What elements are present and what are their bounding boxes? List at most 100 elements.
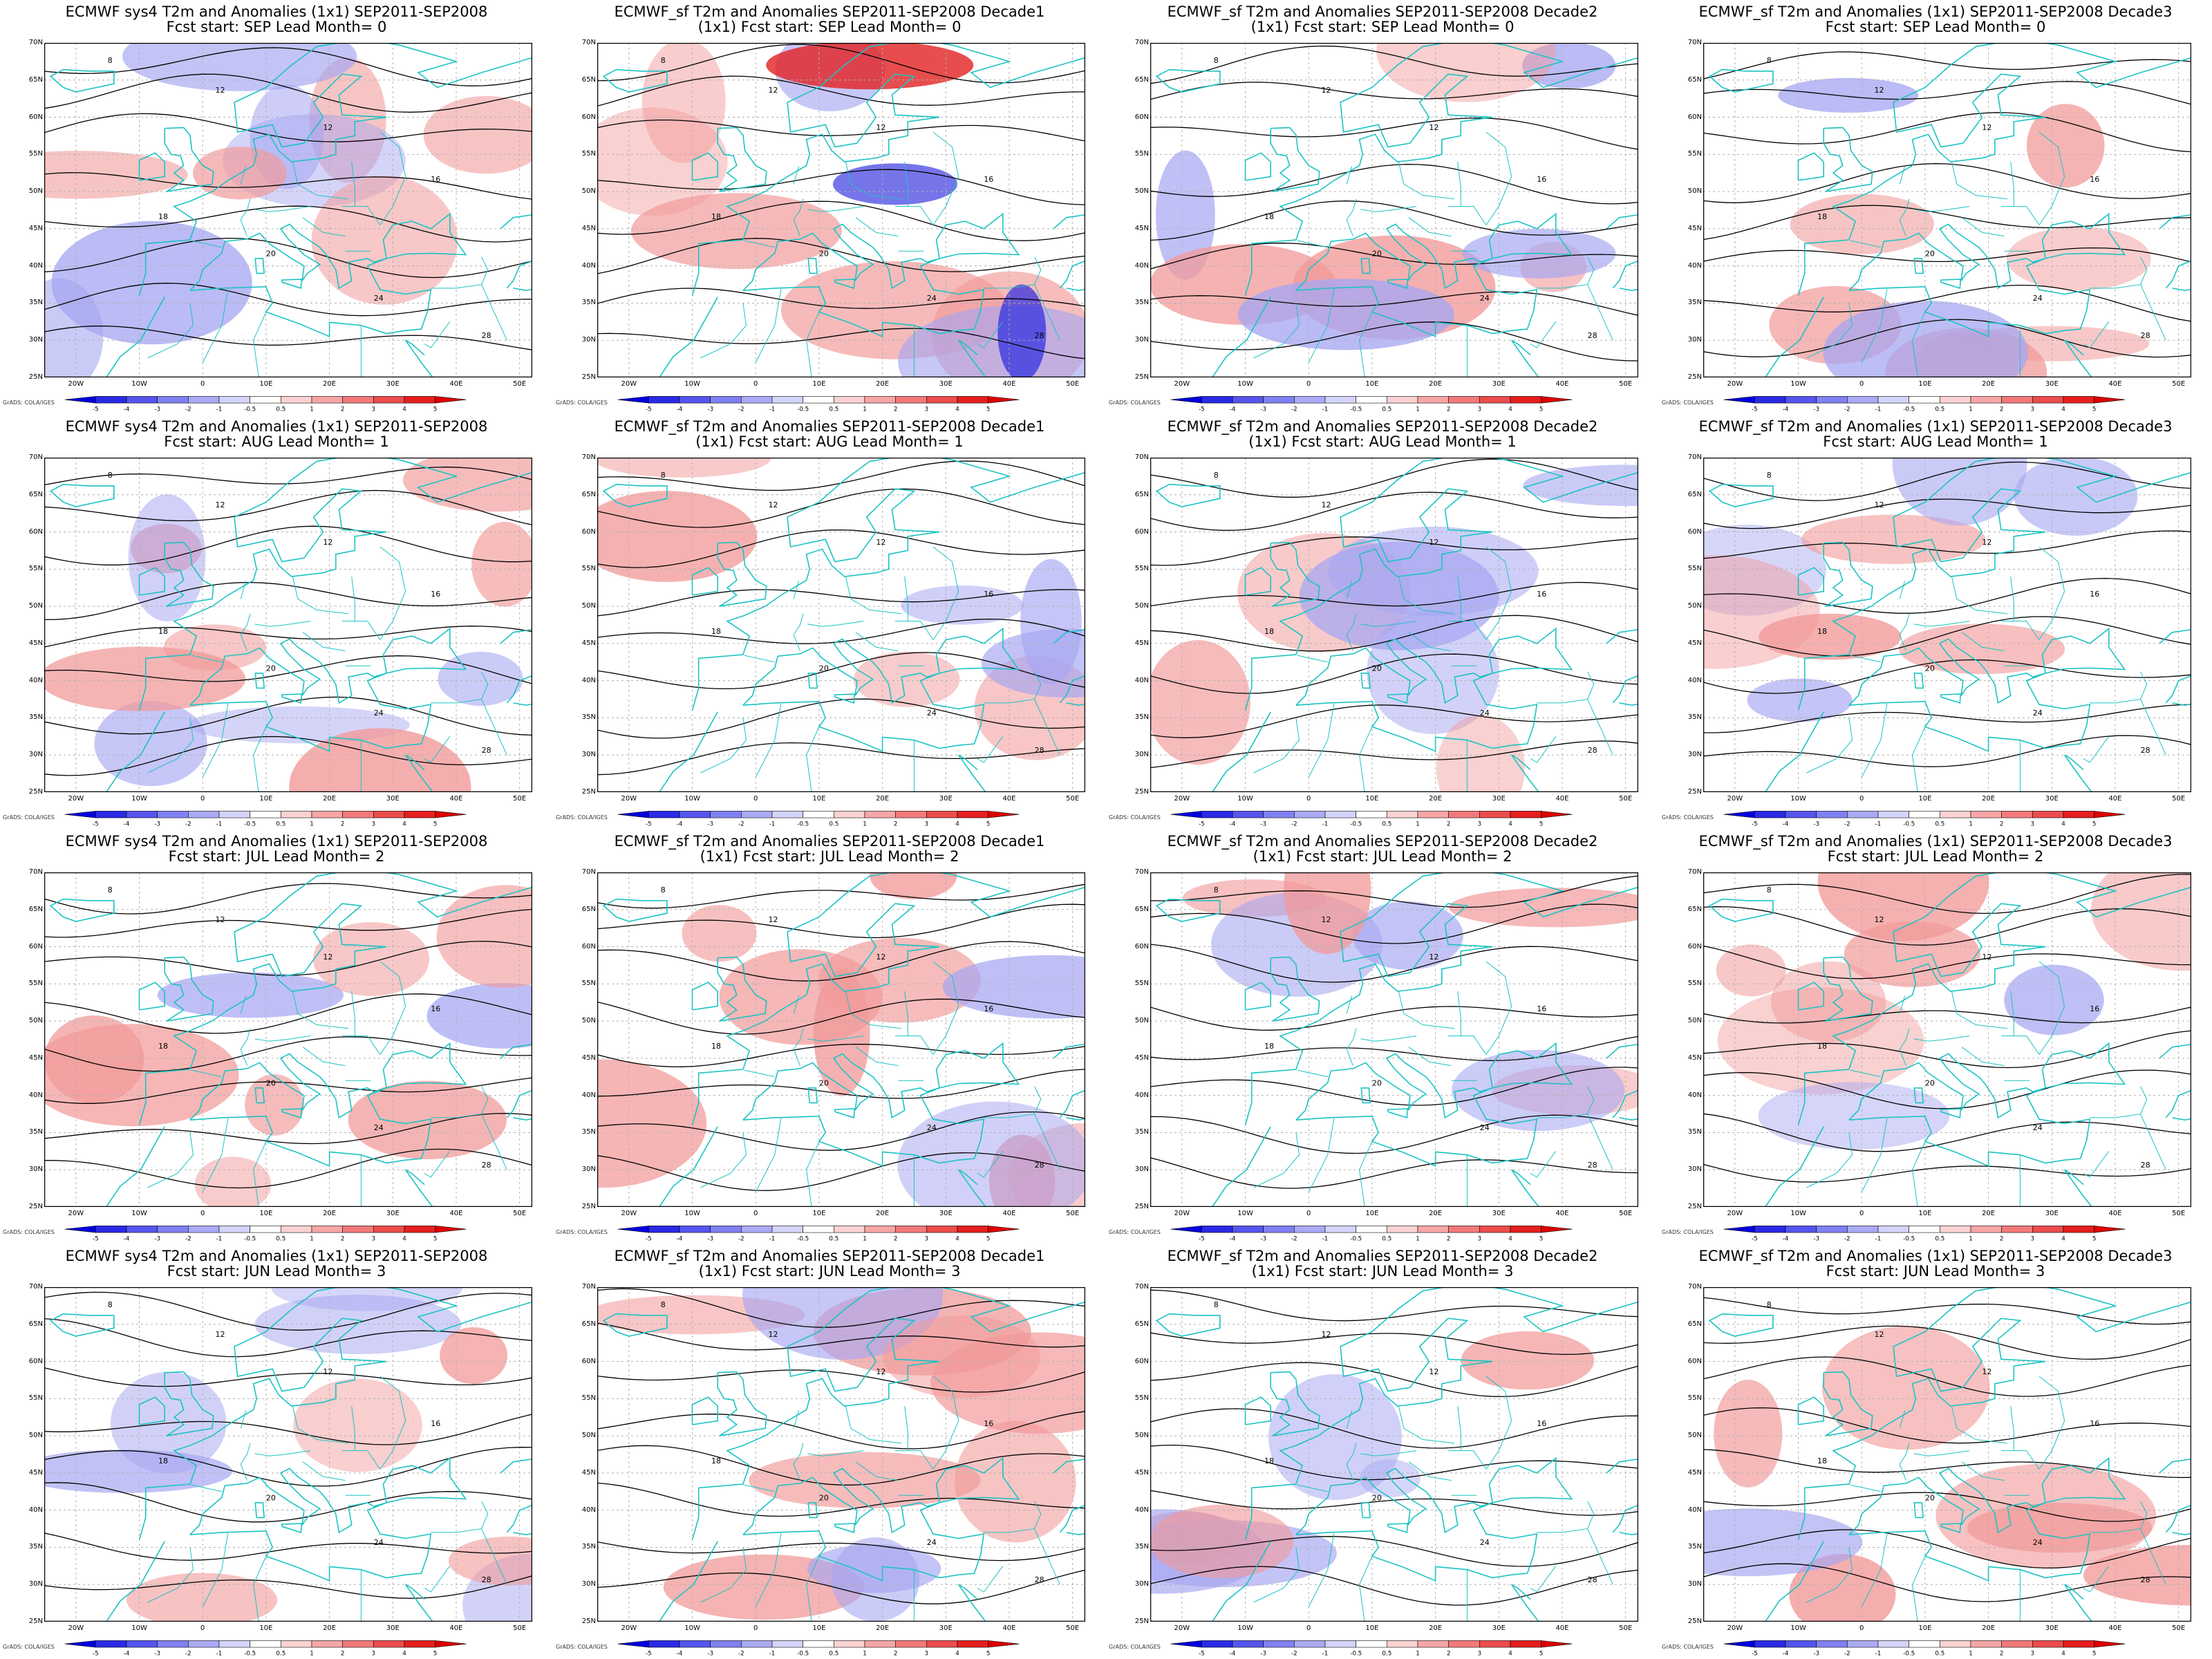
- colorbar-tick-label: -2: [1844, 821, 1850, 828]
- warm-anomaly-area: [1436, 715, 1525, 792]
- longitude-label: 40E: [1555, 795, 1569, 803]
- contour-label: 16: [2090, 175, 2099, 184]
- colorbar-tick-label: 5: [1539, 1236, 1544, 1243]
- isotherm: [1150, 291, 1638, 316]
- latitude-label: 60N: [581, 942, 596, 950]
- colorbar-swatch: [1201, 1640, 1233, 1648]
- colorbar-swatch: [957, 1226, 988, 1233]
- colorbar-tick-label: -3: [1813, 406, 1819, 413]
- contour-label: 18: [1817, 1042, 1827, 1051]
- contour-label: 24: [1480, 1123, 1490, 1132]
- colorbar-swatch: [741, 1226, 773, 1233]
- country-borders: [700, 546, 1060, 792]
- colorbar-tick-label: -3: [154, 1651, 160, 1658]
- colorbar-swatch: [1816, 1640, 1848, 1648]
- panel-subtitle: Fcst start: SEP Lead Month= 0: [166, 19, 387, 35]
- panel-subtitle: Fcst start: JUN Lead Month= 3: [1826, 1263, 2045, 1280]
- colorbar-swatch: [1479, 396, 1511, 404]
- panel-subtitle: Fcst start: JUN Lead Month= 3: [167, 1263, 386, 1280]
- colorbar-tick-label: 2: [341, 821, 345, 828]
- isotherm: [1150, 1566, 1638, 1606]
- panel-title: ECMWF_sf T2m and Anomalies SEP2011-SEP20…: [614, 3, 1045, 20]
- grads-credit: GrADS: COLA/IGES: [1109, 400, 1161, 406]
- latitude-label: 70N: [581, 868, 596, 876]
- colorbar-tick-label: -0.5: [1350, 1651, 1362, 1658]
- isotherm: [44, 626, 532, 648]
- longitude-label: 50E: [2172, 1210, 2186, 1217]
- colorbar-tick-label: -0.5: [1350, 406, 1362, 413]
- colorbar-tick-label: 0.5: [829, 821, 838, 828]
- contour-label: 12: [876, 1367, 885, 1376]
- latitude-label: 70N: [581, 39, 596, 46]
- map-frame: [1150, 1287, 1638, 1622]
- colorbar-swatch: [1479, 1226, 1511, 1233]
- isotherm: [1703, 659, 2191, 694]
- colorbar-tick-label: 4: [1508, 821, 1512, 828]
- isotherm: [597, 998, 1085, 1035]
- longitude-label: 0: [200, 380, 205, 388]
- latitude-label: 25N: [581, 373, 596, 381]
- contour-label: 20: [819, 664, 829, 673]
- latitude-label: 55N: [28, 150, 43, 158]
- isotherm: [597, 238, 1085, 274]
- colorbar-tick-label: -0.5: [244, 1236, 256, 1243]
- graticule: [1703, 872, 2191, 1207]
- grads-credit: GrADS: COLA/IGES: [556, 1229, 608, 1235]
- colorbar-swatch: [988, 1640, 1020, 1648]
- colorbar-swatch: [1417, 1226, 1449, 1233]
- latitude-label: 40N: [1687, 1506, 1702, 1514]
- colorbar-tick-label: 4: [402, 406, 406, 413]
- country-borders: [147, 131, 507, 377]
- warm-anomaly-area: [1703, 555, 1820, 669]
- latitude-label: 50N: [1134, 1017, 1149, 1025]
- longitude-label: 20W: [1727, 1210, 1743, 1217]
- colorbar-tick-label: -5: [93, 1651, 99, 1658]
- isotherm: [597, 589, 1085, 617]
- colorbar-tick-label: 1: [863, 1651, 867, 1658]
- colorbar-tick-label: -3: [1813, 1236, 1819, 1243]
- contour-label: 12: [323, 538, 332, 547]
- latitude-label: 35N: [1134, 713, 1149, 722]
- longitude-label: 10W: [1790, 795, 1806, 803]
- latitude-label: 60N: [581, 527, 596, 536]
- contour-label: 24: [927, 709, 937, 718]
- colorbar-tick-label: 4: [1508, 1236, 1512, 1243]
- contour-label: 16: [1537, 175, 1546, 184]
- map-panel: ECMWF_sf T2m and Anomalies SEP2011-SEP20…: [553, 0, 1106, 415]
- latitude-label: 60N: [581, 113, 596, 121]
- panel-subtitle: (1x1) Fcst start: JUL Lead Month= 2: [1253, 848, 1512, 865]
- panel-title: ECMWF sys4 T2m and Anomalies (1x1) SEP20…: [65, 3, 488, 20]
- colorbar-tick-label: -0.5: [244, 1651, 256, 1658]
- latitude-label: 25N: [1687, 788, 1702, 796]
- latitude-label: 25N: [28, 788, 43, 796]
- colorbar-swatch: [803, 1640, 834, 1648]
- colorbar-tick-label: -3: [1260, 1236, 1266, 1243]
- contour-label: 12: [216, 1330, 225, 1339]
- temperature-contours: [44, 47, 532, 350]
- longitude-label: 0: [753, 795, 758, 803]
- colorbar-swatch: [771, 396, 803, 404]
- latitude-label: 50N: [581, 1017, 596, 1025]
- anomaly-shading: [44, 43, 532, 377]
- colorbar-swatch: [895, 1640, 927, 1648]
- latitude-label: 55N: [581, 150, 596, 158]
- longitude-label: 10W: [1790, 1210, 1806, 1217]
- colorbar-tick-label: 1: [863, 1236, 867, 1243]
- longitude-label: 50E: [2172, 795, 2186, 803]
- longitude-label: 0: [1859, 1210, 1864, 1217]
- cold-anomaly-area: [427, 983, 532, 1049]
- isotherm: [1703, 906, 2191, 946]
- colorbar: -5 -4 -3 -2 -1 -0.5 0.5 1 2 3 4 5: [64, 1226, 467, 1243]
- contour-label: 28: [482, 746, 491, 755]
- isotherm: [1703, 1529, 2191, 1569]
- colorbar-swatch: [1909, 396, 1940, 404]
- contour-label: 12: [769, 86, 778, 95]
- latitude-label: 60N: [581, 1357, 596, 1365]
- contour-label: 20: [1925, 1494, 1935, 1503]
- longitude-label: 40E: [2108, 1624, 2122, 1632]
- colorbar-swatch: [311, 811, 343, 818]
- colorbar-swatch: [2063, 396, 2094, 404]
- colorbar-swatch: [771, 1640, 803, 1648]
- longitude-label: 20W: [1174, 380, 1190, 388]
- latitude-label: 25N: [581, 1203, 596, 1210]
